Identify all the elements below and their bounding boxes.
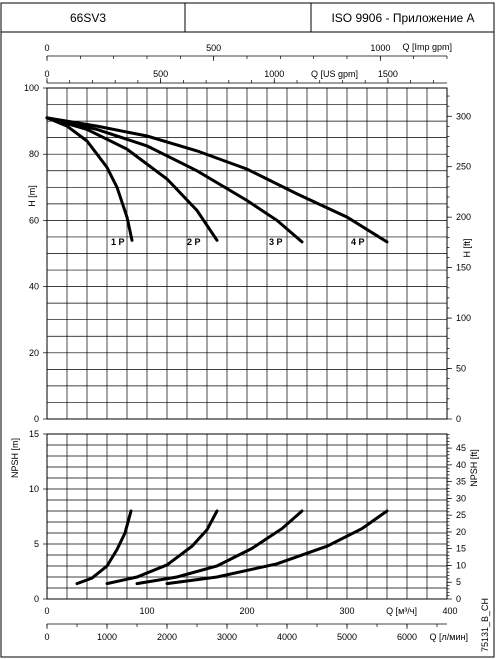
- y-right-tick-label: 25: [456, 510, 466, 520]
- y-tick-label: 5: [34, 539, 39, 549]
- main-frame: [0, 31, 495, 658]
- m3h-tick-label: 300: [339, 606, 354, 616]
- y-tick-label: 100: [24, 83, 39, 93]
- scale-tick-label: 5000: [337, 632, 357, 642]
- y-right-tick-label: 0: [456, 414, 461, 424]
- y-right-tick-label: 15: [456, 544, 466, 554]
- curve-1p: [45, 116, 134, 242]
- y-tick-label: 80: [29, 149, 39, 159]
- y-right-tick-label: 5: [456, 577, 461, 587]
- m3h-tick-label: 100: [139, 606, 154, 616]
- us-gpm-axis-label: Q [US gpm]: [311, 69, 358, 79]
- y-right-tick-label: 45: [456, 443, 466, 453]
- y-tick-label: 60: [29, 215, 39, 225]
- npsh-panel: 0 5 10 15 0 5 10 15 20 25 30 35 40 45: [29, 429, 466, 604]
- scale-tick-label: 6000: [397, 632, 417, 642]
- curve-4p: [45, 116, 389, 244]
- model-label: 66SV3: [70, 11, 106, 25]
- y-right-tick-label: 150: [456, 263, 471, 273]
- scale-tick-label: 2000: [157, 632, 177, 642]
- standard-label: ISO 9906 - Приложение A: [331, 11, 474, 25]
- scale-tick-label: 0: [44, 632, 49, 642]
- curve-2p: [45, 116, 219, 242]
- m3h-axis-label: Q [м³/ч]: [386, 606, 417, 616]
- y-tick-label: 0: [34, 414, 39, 424]
- y-right-tick-label: 100: [456, 313, 471, 323]
- lmin-axis-label: Q [л/мин]: [430, 632, 468, 642]
- y-tick-label: 0: [34, 594, 39, 604]
- y-right-tick-label: 30: [456, 493, 466, 503]
- y-tick-label: 20: [29, 348, 39, 358]
- m3h-tick-label: 200: [239, 606, 254, 616]
- y-tick-label: 10: [29, 484, 39, 494]
- curve-label: 2 P: [187, 237, 201, 247]
- y-right-tick-label: 20: [456, 527, 466, 537]
- scale-tick-label: 4000: [277, 632, 297, 642]
- npsh-ft-axis-label: NPSH [ft]: [469, 449, 479, 487]
- curve-label: 1 P: [111, 237, 125, 247]
- scale-tick-label: 1500: [378, 69, 398, 79]
- head-ft-axis-label: H [ft]: [462, 238, 472, 257]
- y-right-tick-label: 10: [456, 560, 466, 570]
- scale-tick-label: 500: [153, 69, 168, 79]
- drawing-code: 75131_B_CH: [480, 598, 490, 652]
- scale-tick-label: 1000: [370, 43, 390, 53]
- curve-4p: [165, 509, 389, 586]
- head-axis-label: H [m]: [27, 185, 37, 207]
- head-panel: 0 20 40 60 80 100 0 50 100 150 200 250 300 1 P 2 P 3 P 4…: [24, 83, 471, 424]
- scale-tick-label: 3000: [217, 632, 237, 642]
- imp-gpm-axis-label: Q [Imp gpm]: [402, 42, 452, 52]
- curve-3p: [45, 116, 304, 244]
- scale-tick-label: 500: [206, 43, 221, 53]
- y-right-tick-label: 35: [456, 477, 466, 487]
- m3h-tick-label: 400: [442, 606, 457, 616]
- y-right-tick-label: 200: [456, 212, 471, 222]
- y-right-tick-label: 40: [456, 460, 466, 470]
- y-right-tick-label: 250: [456, 162, 471, 172]
- curve-label: 3 P: [269, 237, 283, 247]
- curve-2p: [105, 509, 219, 586]
- scale-tick-label: 1000: [264, 69, 284, 79]
- curve-label: 4 P: [351, 237, 365, 247]
- y-right-tick-label: 0: [456, 594, 461, 604]
- scale-tick-label: 1000: [97, 632, 117, 642]
- npsh-axis-label: NPSH [m]: [10, 438, 20, 478]
- curve-3p: [135, 509, 304, 586]
- y-tick-label: 40: [29, 282, 39, 292]
- m3h-tick-label: 0: [44, 606, 49, 616]
- curve-1p: [75, 509, 133, 586]
- y-right-tick-label: 50: [456, 364, 466, 374]
- y-right-tick-label: 300: [456, 111, 471, 121]
- scale-tick-label: 0: [44, 69, 49, 79]
- y-tick-label: 15: [29, 429, 39, 439]
- scale-tick-label: 0: [44, 43, 49, 53]
